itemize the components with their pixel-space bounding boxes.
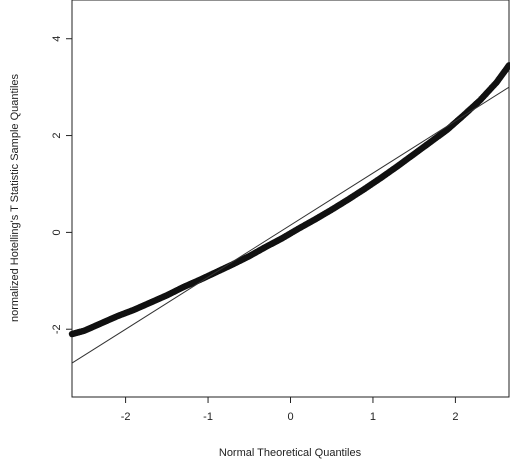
x-axis: -2 -1 0 1 2 <box>121 397 458 423</box>
plot-frame <box>71 0 510 398</box>
y-axis: -2 0 2 4 <box>51 36 72 334</box>
sample-point <box>505 62 510 69</box>
x-tick-label: 1 <box>370 411 376 423</box>
x-tick-label: -2 <box>121 411 131 423</box>
x-tick-label: 2 <box>452 411 458 423</box>
sample-points <box>68 62 510 338</box>
reference-line-layer <box>71 86 510 364</box>
y-tick-label: -2 <box>51 324 63 334</box>
x-tick-label: 0 <box>287 411 293 423</box>
reference-line <box>71 86 510 364</box>
y-tick-label: 0 <box>51 229 63 235</box>
y-tick-label: 4 <box>51 36 63 42</box>
x-tick-label: -1 <box>203 411 213 423</box>
y-axis-label: normalized Hotelling's T Statistic Sampl… <box>9 73 21 322</box>
x-axis-label: Normal Theoretical Quantiles <box>219 447 362 459</box>
y-tick-label: 2 <box>51 132 63 138</box>
